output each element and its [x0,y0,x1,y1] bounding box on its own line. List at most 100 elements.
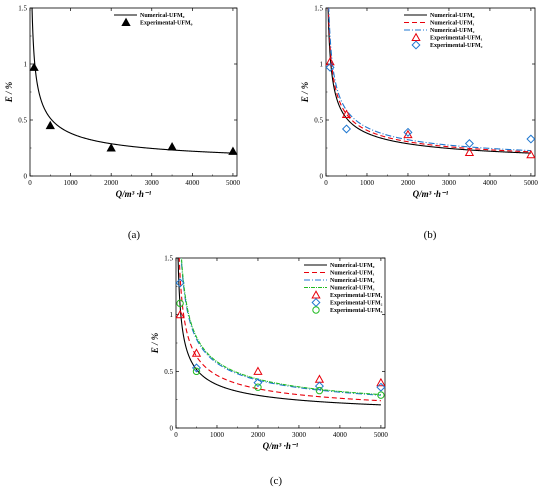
data-point [341,124,351,134]
legend: Numerical-UFM₀Numerical-UFM₁Numerical-UF… [304,263,383,314]
legend-label: Numerical-UFM₂ [430,28,475,34]
legend-marker [121,17,131,27]
data-point [314,381,324,391]
x-tick-label: 4000 [483,179,498,187]
data-point [325,62,335,72]
legend: Numerical-UFM₀ Experimental-UFM₀ [114,13,193,27]
y-tick-label: 1.5 [164,255,173,263]
legend-label: Numerical-UFM₀ [140,13,185,19]
data-point [314,374,325,383]
x-tick-label: 0 [28,179,32,187]
x-tick-label: 1000 [64,179,79,187]
legend-label: Experimental-UFM₀ [140,21,193,27]
data-point [526,134,536,144]
x-tick-label: 5000 [226,179,241,187]
x-axis-label: Q/m³ ·h⁻¹ [263,441,299,451]
x-tick-label: 3000 [145,179,160,187]
series-line [180,258,381,396]
legend-label: Numerical-UFM₂ [330,278,375,284]
legend-marker [311,290,321,299]
data-point [192,367,201,376]
chart-panel-a: 0 1000 2000 3000 4000 5000 0 0.5 1 1.5 E / % Q/m³ ·… [4,5,241,242]
legend-label: Experimental-UFM₂ [330,301,383,307]
panel-label: (b) [424,229,437,241]
x-tick-label: 2000 [401,179,416,187]
y-tick-label: 1.5 [314,5,323,13]
data-point [376,377,386,387]
legend-marker [311,297,321,308]
data-point [376,382,386,392]
y-tick-label: 0.5 [164,368,173,376]
legend-marker [411,40,421,50]
data-point [253,366,263,375]
y-axis-label: E / % [4,81,14,103]
data-point [464,147,475,157]
legend-label: Experimental-UFM₁ [430,36,483,42]
data-point [253,378,263,388]
legend-label: Numerical-UFM₁ [330,271,375,277]
data-point [167,142,177,151]
x-tick-label: 5000 [524,179,539,187]
data-point [176,299,184,308]
chart-panel-c: 0 1000 2000 3000 4000 5000 0 0.5 1 1.5 E / % Q/m³ ·… [150,255,389,488]
data-point [29,62,39,71]
data-point [254,383,262,391]
x-tick-label: 2000 [104,179,119,187]
data-point [377,391,385,399]
y-tick-label: 0 [24,173,28,181]
series-line [327,8,531,153]
data-point [325,56,335,66]
y-tick-label: 1 [24,61,28,69]
data-point [315,386,324,395]
y-axis-label: E / % [300,81,310,103]
data-point [175,278,185,288]
y-tick-label: 1 [320,61,324,69]
data-point [45,120,55,130]
y-tick-label: 0 [170,425,174,433]
x-tick-label: 4000 [185,179,200,187]
x-tick-label: 1000 [210,431,225,439]
x-tick-label: 5000 [374,431,389,439]
legend-marker [411,32,421,42]
y-axis-label: E / % [150,332,160,354]
legend-label: Experimental-UFM₁ [330,293,383,299]
series-line [31,8,233,154]
y-tick-label: 1.5 [18,5,27,13]
legend-label: Numerical-UFM₁ [430,21,475,27]
series-line [328,8,531,152]
x-tick-label: 3000 [292,431,307,439]
legend-marker [312,306,320,314]
x-axis-label: Q/m³ ·h⁻¹ [116,189,152,199]
data-point [175,309,185,319]
y-tick-label: 0.5 [18,117,27,125]
series-line [327,8,531,154]
legend-label: Numerical-UFM₀ [430,13,475,19]
legend-label: Numerical-UFM₀ [330,263,375,269]
legend-label: Experimental-UFM₃ [330,308,383,314]
plot-frame [29,7,238,177]
panel-label: (c) [270,475,283,487]
data-point [464,139,474,149]
legend-label: Numerical-UFM₃ [330,286,375,292]
x-axis-label: Q/m³ ·h⁻¹ [413,189,449,199]
x-tick-label: 0 [324,179,328,187]
x-tick-label: 2000 [251,431,266,439]
data-point [191,363,201,373]
legend-label: Experimental-UFM₂ [430,43,483,49]
y-tick-label: 0.5 [314,117,323,125]
x-tick-label: 1000 [360,179,375,187]
data-point [191,348,202,357]
x-tick-label: 4000 [333,431,348,439]
y-tick-label: 0 [320,173,324,181]
series-line [177,258,381,406]
data-point [526,149,536,159]
x-tick-label: 3000 [442,179,457,187]
data-point [106,143,116,152]
legend: Numerical-UFM₀ Numerical-UFM₁Numerical-UF… [404,13,483,50]
data-point [341,109,352,118]
data-point [403,127,413,137]
series-line [178,258,381,402]
panel-label: (a) [128,229,141,241]
data-point [228,146,238,155]
